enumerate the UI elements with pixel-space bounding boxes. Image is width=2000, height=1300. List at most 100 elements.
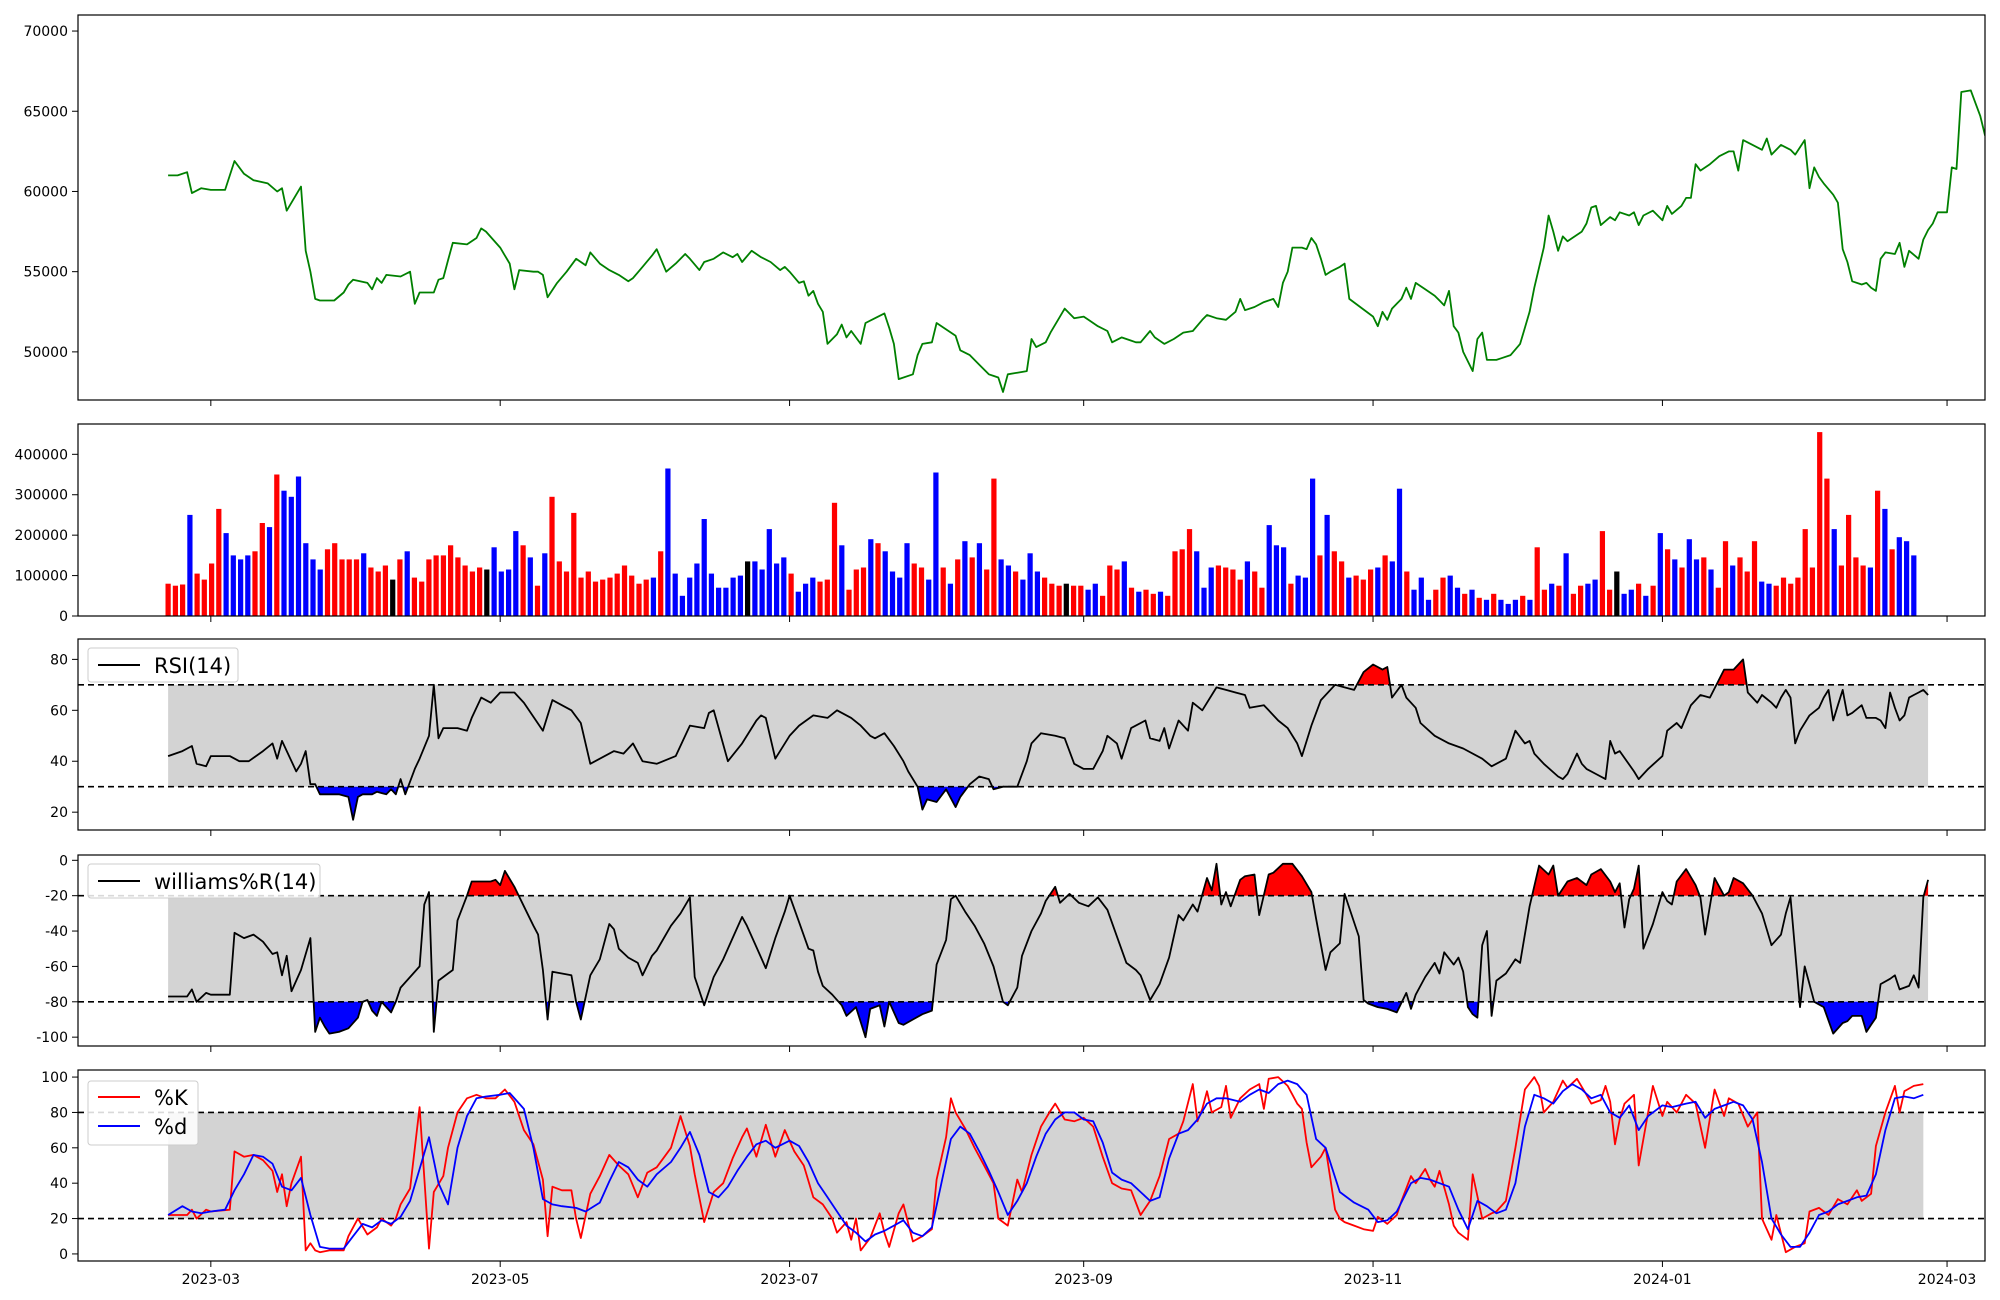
volume-bar: [1375, 567, 1381, 616]
volume-bar: [1599, 531, 1606, 616]
volume-bar: [1136, 591, 1142, 616]
volume-bar: [1889, 549, 1895, 616]
volume-bar: [1179, 549, 1185, 616]
volume-bar: [1672, 559, 1678, 616]
volume-bar: [940, 567, 946, 616]
volume-bar: [1491, 593, 1497, 616]
volume-bar: [1469, 589, 1475, 616]
volume-bar: [1107, 565, 1113, 616]
volume-data-layer: [165, 432, 1917, 616]
volume-bar: [1556, 585, 1562, 616]
volume-bar: [390, 579, 396, 616]
volume-bar: [1817, 432, 1823, 616]
volume-bar: [976, 543, 983, 616]
volume-bar: [1172, 551, 1178, 616]
stochastic-series-line-1: [167, 1079, 1924, 1250]
volume-bar: [955, 559, 961, 616]
volume-bar: [1621, 593, 1627, 616]
volume-bar: [1295, 575, 1301, 616]
volume-bar: [245, 555, 251, 616]
volume-bar: [1157, 591, 1164, 616]
volume-bar: [1346, 577, 1352, 616]
rsi-legend-box: [87, 647, 239, 683]
volume-bar: [1244, 561, 1251, 616]
price-data-layer: [168, 89, 1985, 393]
volume-bar: [1607, 589, 1613, 616]
volume-bar: [527, 557, 533, 616]
volume-bar: [831, 502, 838, 616]
volume-bar: [795, 591, 801, 616]
volume-bar: [1759, 581, 1765, 616]
stochastic-neutral-band: [168, 1112, 1924, 1219]
stochastic-frame: [77, 1069, 1986, 1262]
volume-bar: [998, 559, 1004, 616]
williams-panel: -100 -80 -60 -40 -20 0 williams%R(14): [36, 853, 1986, 1052]
volume-bar: [1708, 569, 1714, 616]
stochastic-ytick-label: 100: [41, 1070, 68, 1086]
volume-bar: [1194, 551, 1200, 616]
volume-bar: [477, 567, 483, 616]
volume-bar: [1165, 595, 1171, 616]
volume-bar: [1846, 514, 1852, 616]
rsi-ytick-label: 60: [50, 703, 68, 719]
williams-data-layer: [78, 862, 1985, 1039]
volume-bar: [1143, 589, 1149, 616]
volume-bar: [187, 514, 193, 616]
volume-bar: [1614, 571, 1620, 616]
volume-bar: [1527, 599, 1533, 616]
volume-bar: [1715, 587, 1721, 616]
stochastic-xtick-label: 2024-03: [1918, 1272, 1977, 1288]
volume-bar: [1063, 583, 1069, 616]
williams-overbought-fill: [427, 863, 1929, 896]
williams-legend-box: [87, 863, 321, 899]
volume-bar: [1744, 571, 1750, 616]
volume-bar: [491, 547, 497, 616]
volume-bar: [1273, 545, 1280, 616]
volume-bar: [1701, 557, 1707, 616]
volume-bar: [933, 472, 939, 616]
volume-bar: [1230, 569, 1236, 616]
volume-bar: [426, 559, 432, 616]
volume-bar: [1252, 571, 1258, 616]
volume-bar: [1643, 595, 1649, 616]
price-ytick-label: 70000: [23, 24, 68, 40]
volume-bar: [1462, 593, 1468, 616]
volume-bar: [1121, 561, 1127, 616]
volume-bar: [563, 571, 570, 616]
price-line: [168, 89, 1985, 393]
volume-bar: [419, 581, 425, 616]
volume-bar: [1433, 589, 1439, 616]
volume-bar: [549, 496, 555, 616]
volume-bar: [1302, 577, 1309, 616]
volume-bar: [1867, 567, 1874, 616]
stochastic-plot-area: 0 20 40 60 80 100 2023-03 2023-05 2023-07 2023-09…: [41, 1069, 1986, 1288]
volume-bar: [303, 543, 309, 616]
volume-bar: [614, 573, 620, 616]
volume-bar: [1266, 525, 1272, 616]
volume-bar: [295, 476, 302, 616]
volume-bar: [1824, 478, 1830, 616]
volume-bar: [1454, 587, 1461, 616]
volume-bar: [469, 571, 476, 616]
volume-bar: [571, 512, 577, 616]
volume-bar: [1505, 603, 1511, 616]
volume-ytick-label: 100000: [15, 569, 68, 585]
stochastic-ytick-label: 20: [50, 1212, 68, 1228]
volume-bar: [1114, 569, 1120, 616]
volume-bar: [1831, 529, 1837, 616]
volume-bar: [1751, 541, 1758, 616]
volume-bar: [607, 577, 613, 616]
volume-bar: [1636, 583, 1642, 616]
volume-bar: [346, 559, 352, 616]
volume-bar: [723, 587, 729, 616]
volume-bar: [1208, 567, 1214, 616]
volume-bar: [556, 561, 562, 616]
volume-bar: [766, 529, 772, 616]
volume-bar: [317, 569, 323, 616]
volume-bar: [1237, 579, 1243, 616]
volume-bar: [1476, 597, 1482, 616]
volume-plot-area: 0 100000 200000 300000 400000: [15, 423, 1986, 625]
volume-bar: [897, 577, 903, 616]
volume-bar: [672, 573, 678, 616]
